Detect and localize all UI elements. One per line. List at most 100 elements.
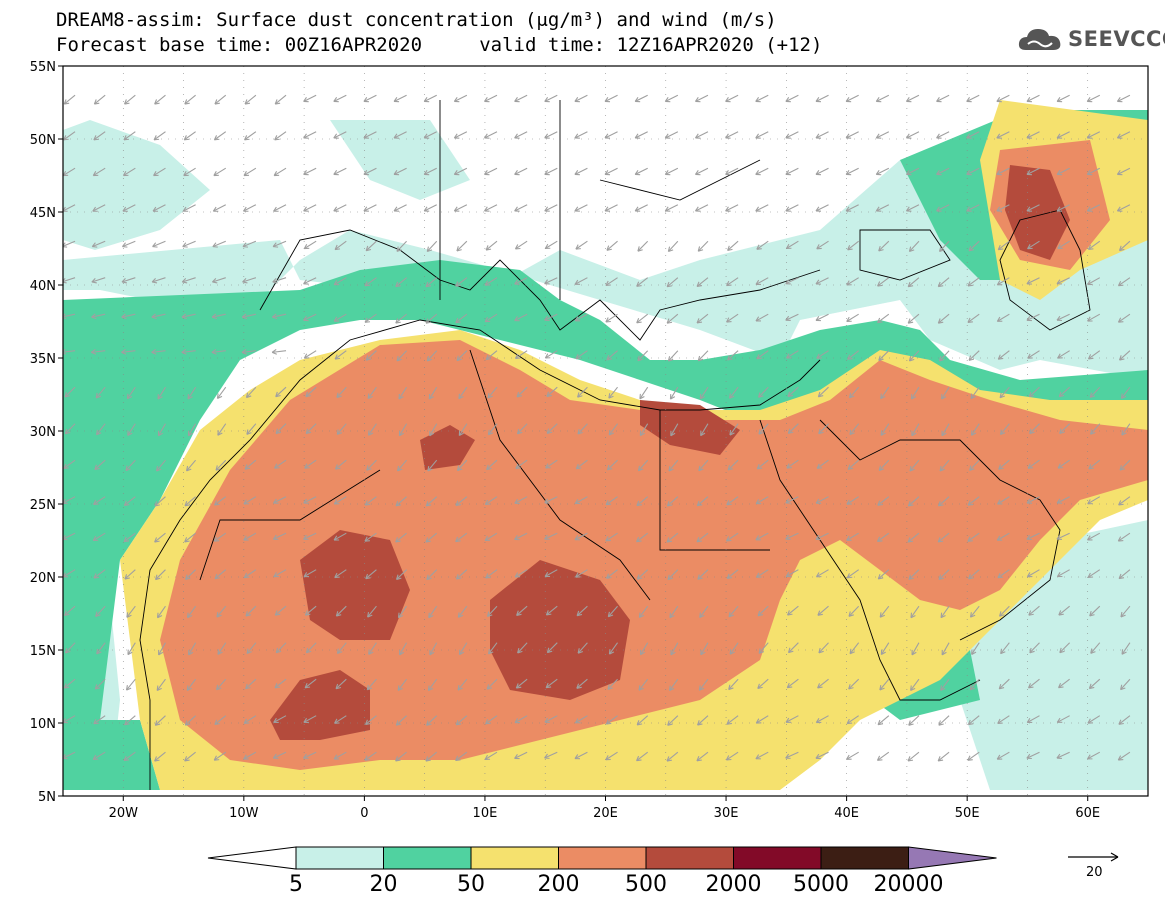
wind-arrow [246,642,257,655]
y-tick-label: 20N [30,571,56,586]
wind-arrow [426,350,438,362]
wind-arrow [606,569,618,579]
wind-arrow [303,569,317,578]
wind-arrow [243,496,257,505]
wind-arrow [696,496,709,507]
wind-arrow [574,167,588,176]
wind-arrow [398,423,408,437]
wind-arrow [880,423,890,436]
wind-arrow [154,496,166,507]
wind-arrow [1086,204,1101,212]
wind-arrow [1117,532,1131,542]
wind-arrow [574,204,588,212]
wind-arrow [908,240,920,252]
wind-arrow [154,751,166,762]
wind-arrow [121,240,136,248]
wind-arrow [696,277,709,287]
wind-arrow [936,131,950,139]
wind-arrow [845,204,859,212]
wind-arrow [185,569,196,580]
wind-arrow [636,496,649,507]
wind-arrow [453,167,468,176]
y-tick-label: 10N [30,717,56,732]
wind-arrow [846,277,859,286]
latitude-axis: 55N 50N 45N 40N 35N 30N 25N 20N 15N 10N 5N [30,60,63,805]
wind-arrow [876,532,890,542]
wind-arrow [755,277,769,285]
colorbar-swatch [645,846,734,870]
wind-reference-label: 20 [1086,865,1103,880]
wind-arrow [755,131,769,139]
wind-arrow [303,715,317,723]
wind-arrow [243,715,257,724]
wind-arrow [93,496,106,505]
wind-arrow [486,459,498,471]
wind-arrow [455,313,468,324]
wind-arrow [484,313,498,323]
wind-arrow [664,167,679,176]
wind-arrow [212,277,226,284]
wind-arrow [818,642,829,654]
wind-arrow [607,605,618,618]
wind-arrow [514,131,528,139]
y-tick-label: 45N [30,206,56,221]
wind-arrow [1116,167,1131,176]
wind-arrow [939,240,950,252]
wind-arrow [335,678,347,690]
wind-arrow [577,642,588,654]
wind-arrow [999,423,1010,436]
wind-arrow [335,605,347,617]
wind-arrow [1056,715,1070,723]
wind-arrow [212,204,227,212]
wind-arrow [515,678,528,689]
wind-arrow [605,496,618,506]
wind-arrow [184,715,196,726]
wind-arrow [426,569,438,581]
wind-arrow [368,642,377,655]
wind-arrow [938,496,950,507]
wind-arrow [365,569,377,580]
wind-arrow [666,532,679,543]
wind-arrow [544,204,558,212]
wind-arrow [127,642,136,656]
wind-arrow [878,240,890,252]
wind-arrow [365,350,377,361]
wind-arrow [275,642,287,654]
wind-arrow [1026,569,1040,578]
wind-arrow [393,131,407,139]
colorbar-level-label: 20000 [874,872,944,897]
wind-arrow [303,496,317,504]
wind-arrow [1000,642,1010,655]
wind-arrow [184,496,196,507]
wind-arrow [846,751,859,760]
wind-arrow [1056,496,1070,504]
wind-arrow [544,715,558,723]
wind-arrow [725,751,739,761]
wind-arrow [364,496,377,506]
wind-arrow [183,167,196,177]
wind-arrow [1029,423,1040,435]
wind-arrow [241,313,257,320]
wind-arrow [604,167,618,176]
wind-arrow [485,569,498,579]
wind-arrow [154,94,166,105]
wind-arrow [608,423,618,436]
wind-arrow [816,240,829,250]
wind-arrow [1056,131,1070,139]
wind-arrow [1029,642,1040,654]
wind-arrow [303,167,317,176]
wind-arrow [1057,350,1070,359]
wind-arrow [546,642,558,654]
wind-arrow [457,678,468,691]
wind-arrow [1056,751,1070,759]
wind-arrow [785,751,799,759]
wind-arrow [815,277,829,285]
wind-arrow [514,167,528,176]
wind-arrow [152,204,166,212]
wind-arrow [274,94,287,105]
wind-arrow [758,386,769,398]
wind-arrow [545,605,558,616]
wind-arrow [846,569,859,579]
wind-arrow [875,94,890,103]
wind-arrow [941,423,950,437]
